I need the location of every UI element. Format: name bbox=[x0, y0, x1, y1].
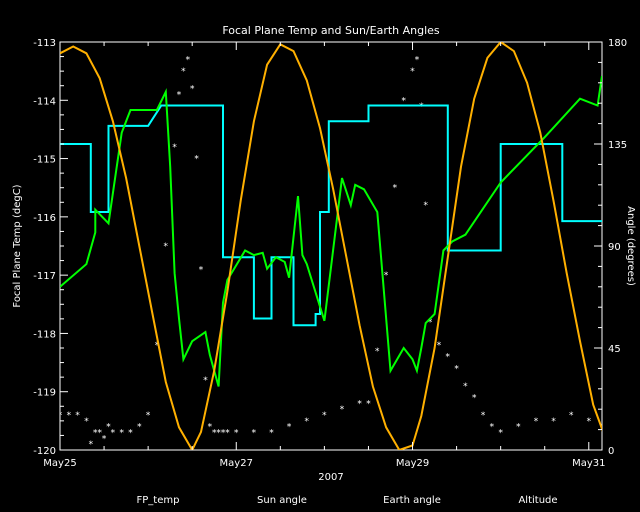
data-point: * bbox=[410, 67, 415, 77]
data-point: * bbox=[551, 417, 556, 427]
data-point: * bbox=[145, 411, 150, 421]
data-point: * bbox=[269, 429, 274, 439]
series-altitude-line bbox=[60, 42, 602, 450]
legend: FP_temp Sun angle Earth angle Altitude bbox=[137, 495, 558, 506]
data-point: * bbox=[154, 341, 159, 351]
data-point: * bbox=[419, 102, 424, 112]
y-tick-label: -113 bbox=[33, 38, 56, 49]
series-earth-angle-line bbox=[60, 75, 602, 387]
data-point: * bbox=[176, 90, 181, 100]
data-point: * bbox=[480, 411, 485, 421]
data-point: * bbox=[128, 429, 133, 439]
data-point: * bbox=[392, 184, 397, 194]
data-point: * bbox=[119, 429, 124, 439]
data-point: * bbox=[533, 417, 538, 427]
data-point: * bbox=[286, 423, 291, 433]
data-point: * bbox=[436, 341, 441, 351]
tick-layer: May25 May27 May29 May31 -120 -119 -118 -117 -116… bbox=[33, 38, 627, 469]
legend-earth-angle: Earth angle bbox=[383, 495, 441, 506]
data-point: * bbox=[225, 429, 230, 439]
data-point: * bbox=[586, 417, 591, 427]
data-point: * bbox=[489, 423, 494, 433]
data-point: * bbox=[445, 353, 450, 363]
y-axis-label: Focal Plane Temp (degC) bbox=[12, 184, 23, 307]
data-point: * bbox=[163, 242, 168, 252]
y-tick-label: -118 bbox=[33, 329, 56, 340]
data-point: * bbox=[203, 376, 208, 386]
series-fp-temp: * * * * * * * * * * * * * * * * * * * * * * * * * * * * * * * * * * * * * * * *… bbox=[57, 55, 626, 450]
data-point: * bbox=[212, 429, 217, 439]
y2-axis-label: Angle (degrees) bbox=[625, 206, 636, 286]
x-tick-label: May29 bbox=[396, 458, 429, 469]
data-point: * bbox=[172, 143, 177, 153]
data-point: * bbox=[454, 364, 459, 374]
x-axis-label: 2007 bbox=[318, 472, 343, 483]
data-point: * bbox=[106, 423, 111, 433]
data-point: * bbox=[93, 429, 98, 439]
y-tick-label: -117 bbox=[33, 271, 56, 282]
data-point: * bbox=[137, 423, 142, 433]
data-point: * bbox=[463, 382, 468, 392]
data-point: * bbox=[194, 155, 199, 165]
series-layer: * * * * * * * * * * * * * * * * * * * * * * * * * * * * * * * * * * * * * * * *… bbox=[57, 42, 626, 450]
chart-title: Focal Plane Temp and Sun/Earth Angles bbox=[222, 24, 440, 37]
y-tick-label: -116 bbox=[33, 213, 56, 224]
data-point: * bbox=[383, 271, 388, 281]
y-tick-label: -114 bbox=[33, 96, 56, 107]
y2-tick-label: 0 bbox=[608, 446, 614, 457]
data-point: * bbox=[75, 411, 80, 421]
data-point: * bbox=[375, 347, 380, 357]
data-point: * bbox=[97, 429, 102, 439]
data-point: * bbox=[84, 417, 89, 427]
x-tick-label: May27 bbox=[220, 458, 253, 469]
data-point: * bbox=[207, 423, 212, 433]
y-tick-label: -120 bbox=[33, 446, 56, 457]
data-point: * bbox=[88, 440, 93, 450]
data-point: * bbox=[189, 85, 194, 95]
series-sun-angle-line bbox=[60, 104, 602, 327]
legend-sun-angle: Sun angle bbox=[257, 495, 307, 506]
data-point: * bbox=[66, 411, 71, 421]
y-tick-label: -115 bbox=[33, 155, 56, 166]
legend-altitude: Altitude bbox=[518, 495, 557, 506]
plot-frame bbox=[59, 41, 603, 451]
data-point: * bbox=[57, 411, 62, 421]
data-point: * bbox=[339, 405, 344, 415]
legend-fp-temp: FP_temp bbox=[137, 495, 180, 506]
y2-tick-label: 180 bbox=[608, 38, 627, 49]
y2-tick-label: 135 bbox=[608, 140, 627, 151]
data-point: * bbox=[498, 429, 503, 439]
data-point: * bbox=[185, 55, 190, 65]
data-point: * bbox=[472, 394, 477, 404]
data-point: * bbox=[220, 429, 225, 439]
data-point: * bbox=[621, 423, 626, 433]
data-point: * bbox=[516, 423, 521, 433]
data-point: * bbox=[568, 411, 573, 421]
x-tick-label: May31 bbox=[572, 458, 605, 469]
data-point: * bbox=[604, 423, 609, 433]
data-point: * bbox=[101, 434, 106, 444]
data-point: * bbox=[414, 55, 419, 65]
data-point: * bbox=[357, 399, 362, 409]
data-point: * bbox=[216, 429, 221, 439]
data-point: * bbox=[198, 265, 203, 275]
data-point: * bbox=[401, 96, 406, 106]
data-point: * bbox=[427, 318, 432, 328]
x-tick-label: May25 bbox=[43, 458, 76, 469]
data-point: * bbox=[366, 399, 371, 409]
data-point: * bbox=[110, 429, 115, 439]
data-point: * bbox=[322, 411, 327, 421]
y2-tick-label: 45 bbox=[608, 344, 621, 355]
data-point: * bbox=[423, 201, 428, 211]
y-tick-label: -119 bbox=[33, 388, 56, 399]
y2-tick-label: 90 bbox=[608, 242, 621, 253]
data-point: * bbox=[234, 429, 239, 439]
data-point: * bbox=[304, 417, 309, 427]
data-point: * bbox=[251, 429, 256, 439]
data-point: * bbox=[181, 67, 186, 77]
